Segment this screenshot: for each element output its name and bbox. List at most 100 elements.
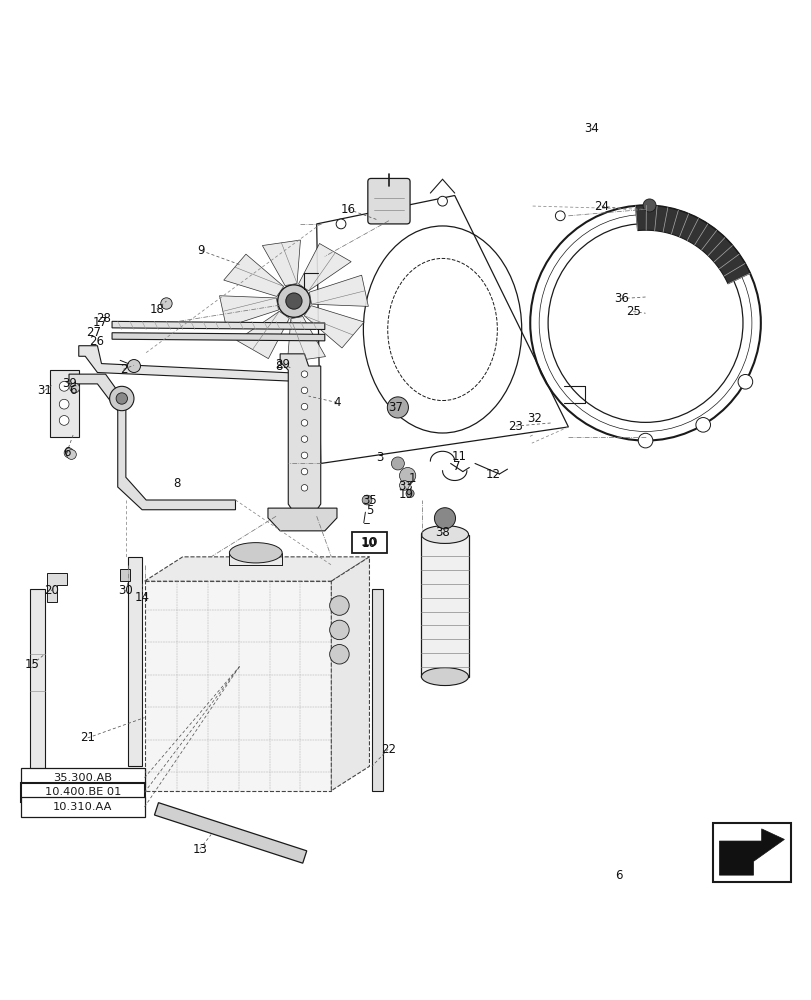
Text: 15: 15: [25, 658, 40, 671]
Text: 29: 29: [275, 358, 290, 371]
Text: 10.400.BE 01: 10.400.BE 01: [45, 787, 121, 797]
Text: 6: 6: [62, 446, 71, 459]
Polygon shape: [371, 589, 383, 791]
Polygon shape: [287, 317, 325, 362]
FancyBboxPatch shape: [21, 768, 144, 787]
FancyBboxPatch shape: [715, 826, 787, 878]
Circle shape: [301, 436, 307, 442]
Text: 25: 25: [625, 305, 640, 318]
Text: 21: 21: [80, 731, 95, 744]
Circle shape: [301, 485, 307, 491]
Text: 8: 8: [274, 360, 282, 373]
Ellipse shape: [230, 543, 282, 563]
Text: 32: 32: [527, 412, 542, 425]
Text: 2: 2: [119, 363, 127, 376]
Circle shape: [301, 371, 307, 377]
Circle shape: [737, 374, 752, 389]
FancyBboxPatch shape: [421, 535, 468, 677]
Polygon shape: [154, 803, 307, 863]
Polygon shape: [719, 829, 783, 875]
Ellipse shape: [421, 668, 468, 686]
Text: 5: 5: [365, 504, 373, 517]
Text: 37: 37: [388, 401, 402, 414]
Polygon shape: [219, 296, 278, 327]
Circle shape: [285, 293, 302, 309]
Circle shape: [695, 418, 710, 432]
Circle shape: [329, 620, 349, 640]
Text: 18: 18: [149, 303, 164, 316]
Text: 12: 12: [485, 468, 500, 481]
Text: 17: 17: [92, 316, 107, 329]
Text: 26: 26: [89, 335, 104, 348]
Text: 31: 31: [37, 384, 52, 397]
Text: 36: 36: [613, 292, 628, 305]
Circle shape: [301, 468, 307, 475]
Polygon shape: [112, 333, 324, 341]
Text: 34: 34: [583, 122, 598, 135]
Circle shape: [59, 416, 69, 425]
Text: 6: 6: [69, 384, 77, 397]
Polygon shape: [79, 346, 316, 382]
Circle shape: [329, 596, 349, 615]
Polygon shape: [224, 254, 283, 296]
Polygon shape: [298, 243, 350, 291]
Polygon shape: [144, 557, 369, 581]
Circle shape: [391, 457, 404, 470]
Text: 39: 39: [62, 377, 77, 390]
Text: 4: 4: [333, 396, 341, 409]
Text: 3: 3: [375, 451, 384, 464]
Polygon shape: [262, 240, 300, 286]
Text: 28: 28: [97, 312, 111, 325]
Circle shape: [399, 481, 409, 490]
Text: 33: 33: [398, 480, 413, 493]
Polygon shape: [47, 573, 67, 601]
Circle shape: [59, 399, 69, 409]
Text: 24: 24: [594, 200, 608, 213]
Polygon shape: [280, 354, 320, 516]
Text: 16: 16: [341, 203, 355, 216]
Polygon shape: [50, 370, 79, 437]
Text: 27: 27: [86, 326, 101, 339]
Text: 22: 22: [380, 743, 395, 756]
Text: 23: 23: [508, 420, 522, 433]
Polygon shape: [635, 205, 749, 284]
Circle shape: [116, 393, 127, 404]
Circle shape: [161, 298, 172, 309]
Text: 8: 8: [173, 477, 181, 490]
Circle shape: [387, 397, 408, 418]
Text: 1: 1: [408, 472, 416, 485]
Polygon shape: [237, 311, 289, 359]
Text: 35: 35: [362, 493, 376, 506]
Circle shape: [437, 196, 447, 206]
Circle shape: [67, 450, 76, 459]
Text: 7: 7: [453, 460, 461, 473]
FancyBboxPatch shape: [367, 178, 410, 224]
Polygon shape: [309, 275, 368, 306]
Polygon shape: [304, 306, 363, 348]
Circle shape: [301, 420, 307, 426]
Circle shape: [301, 452, 307, 459]
Circle shape: [70, 383, 79, 393]
Text: 13: 13: [192, 843, 207, 856]
Circle shape: [301, 387, 307, 394]
Text: 6: 6: [614, 869, 622, 882]
Polygon shape: [30, 589, 45, 788]
Ellipse shape: [421, 526, 468, 543]
Text: 11: 11: [451, 450, 466, 463]
FancyBboxPatch shape: [21, 783, 144, 802]
Polygon shape: [128, 557, 142, 766]
FancyBboxPatch shape: [351, 532, 387, 553]
Circle shape: [109, 386, 134, 411]
Text: 14: 14: [135, 591, 149, 604]
FancyBboxPatch shape: [712, 823, 790, 882]
Text: 9: 9: [197, 244, 205, 257]
Text: 35.300.AB: 35.300.AB: [54, 773, 112, 783]
Polygon shape: [331, 557, 369, 791]
Text: 10: 10: [360, 536, 378, 549]
Circle shape: [277, 285, 310, 317]
Circle shape: [555, 211, 564, 221]
Circle shape: [59, 381, 69, 391]
FancyBboxPatch shape: [21, 797, 144, 817]
Circle shape: [329, 645, 349, 664]
Polygon shape: [144, 581, 331, 791]
